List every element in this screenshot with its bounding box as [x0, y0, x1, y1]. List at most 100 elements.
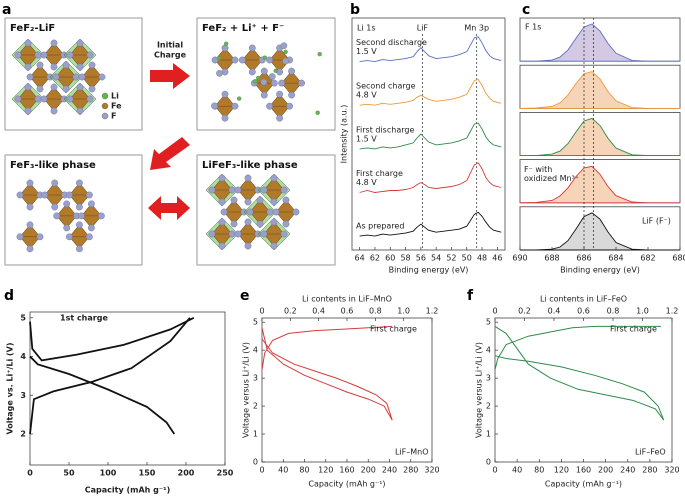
x-tick-label: 60: [385, 254, 395, 263]
atom: [228, 230, 236, 238]
y-tick-label: 1: [253, 430, 258, 439]
atom: [88, 224, 95, 232]
atom: [266, 208, 274, 216]
plot-frame: [261, 317, 433, 463]
y-tick-label: 5: [486, 318, 491, 327]
box-title: LiFeF₃-like phase: [202, 160, 298, 171]
atom: [253, 79, 258, 84]
y-tick-label: 4: [20, 352, 26, 361]
atom: [218, 174, 226, 182]
atom: [288, 91, 295, 99]
y-tick-label: 0: [486, 458, 491, 467]
arrow-label: Initial: [157, 41, 183, 50]
atom: [66, 95, 74, 103]
atom: [76, 63, 84, 71]
y-axis-label: Intensity (a.u.): [340, 105, 349, 164]
curve: [261, 338, 393, 421]
annotation: LiF: [417, 24, 429, 33]
panel-label: a: [2, 2, 11, 18]
atom: [317, 52, 322, 57]
atom: [50, 107, 58, 115]
y-axis-label: Voltage vs. Li⁺/Li (V): [6, 342, 15, 434]
atom: [280, 186, 288, 194]
x2-axis-label: Li contents in LiF–MnO: [302, 295, 392, 304]
atom: [221, 90, 229, 98]
y-tick-label: 4: [253, 346, 258, 355]
series-label: 4.8 V: [356, 91, 377, 100]
series-label: 4.8 V: [356, 178, 377, 187]
atom: [286, 102, 293, 110]
peak: [520, 117, 680, 157]
atom: [270, 79, 278, 87]
atom: [41, 191, 49, 199]
x-tick-label: 120: [318, 466, 333, 475]
atom: [63, 200, 71, 208]
y-tick-label: 3: [486, 374, 491, 383]
x-tick-label: 48: [477, 254, 487, 263]
spectrum: [359, 162, 502, 193]
y-tick-label: 5: [253, 318, 258, 327]
atom: [40, 95, 48, 103]
atom: [76, 107, 84, 115]
crystal: [205, 173, 300, 251]
x-axis-label: Binding energy (eV): [560, 266, 640, 275]
y-axis-label: Voltage versus Li⁺/Li (V): [475, 342, 484, 438]
legend-label: Fe: [111, 102, 122, 111]
atom: [62, 85, 70, 93]
x-tick-label: 160: [576, 466, 591, 475]
spectrum: [359, 211, 502, 237]
panel-label: f: [467, 288, 474, 304]
atom: [88, 85, 96, 93]
atom: [256, 196, 264, 204]
y-tick-label: 2: [253, 402, 258, 411]
atom: [16, 233, 24, 241]
atom: [273, 68, 278, 73]
x-tick-label: 50: [63, 469, 75, 478]
curve: [261, 325, 393, 370]
atom: [86, 233, 93, 241]
atom: [236, 96, 242, 101]
x2-tick-label: 0.8: [369, 307, 382, 316]
atom: [260, 78, 268, 86]
atom: [234, 186, 242, 194]
atom: [315, 110, 320, 115]
atom: [216, 56, 222, 61]
annotation: LiF–MnO: [395, 448, 429, 457]
y-axis-label: Voltage versus Li⁺/Li (V): [242, 342, 251, 438]
curve: [494, 325, 665, 421]
series-label: 1.5 V: [356, 47, 377, 56]
atom: [238, 56, 246, 64]
x-tick-label: 684: [608, 254, 623, 263]
annotation: Mn 3p: [464, 24, 489, 33]
atom: [282, 196, 290, 204]
series-label: First discharge: [356, 125, 414, 134]
atom: [66, 233, 73, 241]
x-tick-label: 0: [27, 469, 33, 478]
x-tick-label: 200: [361, 466, 376, 475]
x2-tick-label: 0.6: [341, 307, 354, 316]
x2-tick-label: 0.2: [284, 307, 297, 316]
plot-frame: [29, 311, 226, 466]
atom: [208, 186, 216, 194]
x-tick-label: 680: [672, 254, 685, 263]
atom: [270, 218, 278, 226]
atom: [98, 73, 106, 81]
atom: [76, 245, 83, 253]
x2-tick-label: 0.4: [548, 307, 561, 316]
atom: [256, 220, 264, 228]
atom: [24, 83, 32, 91]
chart-title: F 1s: [525, 23, 541, 32]
atom: [36, 233, 44, 241]
x-tick-label: 50: [462, 254, 472, 263]
annotation: oxidized Mn³⁺: [524, 174, 579, 183]
x2-tick-label: 1.0: [636, 307, 649, 316]
x-axis-label: Capacity (mAh g⁻¹): [545, 480, 622, 489]
annotation: First charge: [610, 325, 657, 334]
legend-swatch: [101, 112, 109, 120]
atom: [260, 91, 268, 99]
x-tick-label: 64: [355, 254, 365, 263]
x-tick-label: 0: [492, 466, 497, 475]
atom: [26, 73, 34, 81]
atom: [270, 174, 278, 182]
